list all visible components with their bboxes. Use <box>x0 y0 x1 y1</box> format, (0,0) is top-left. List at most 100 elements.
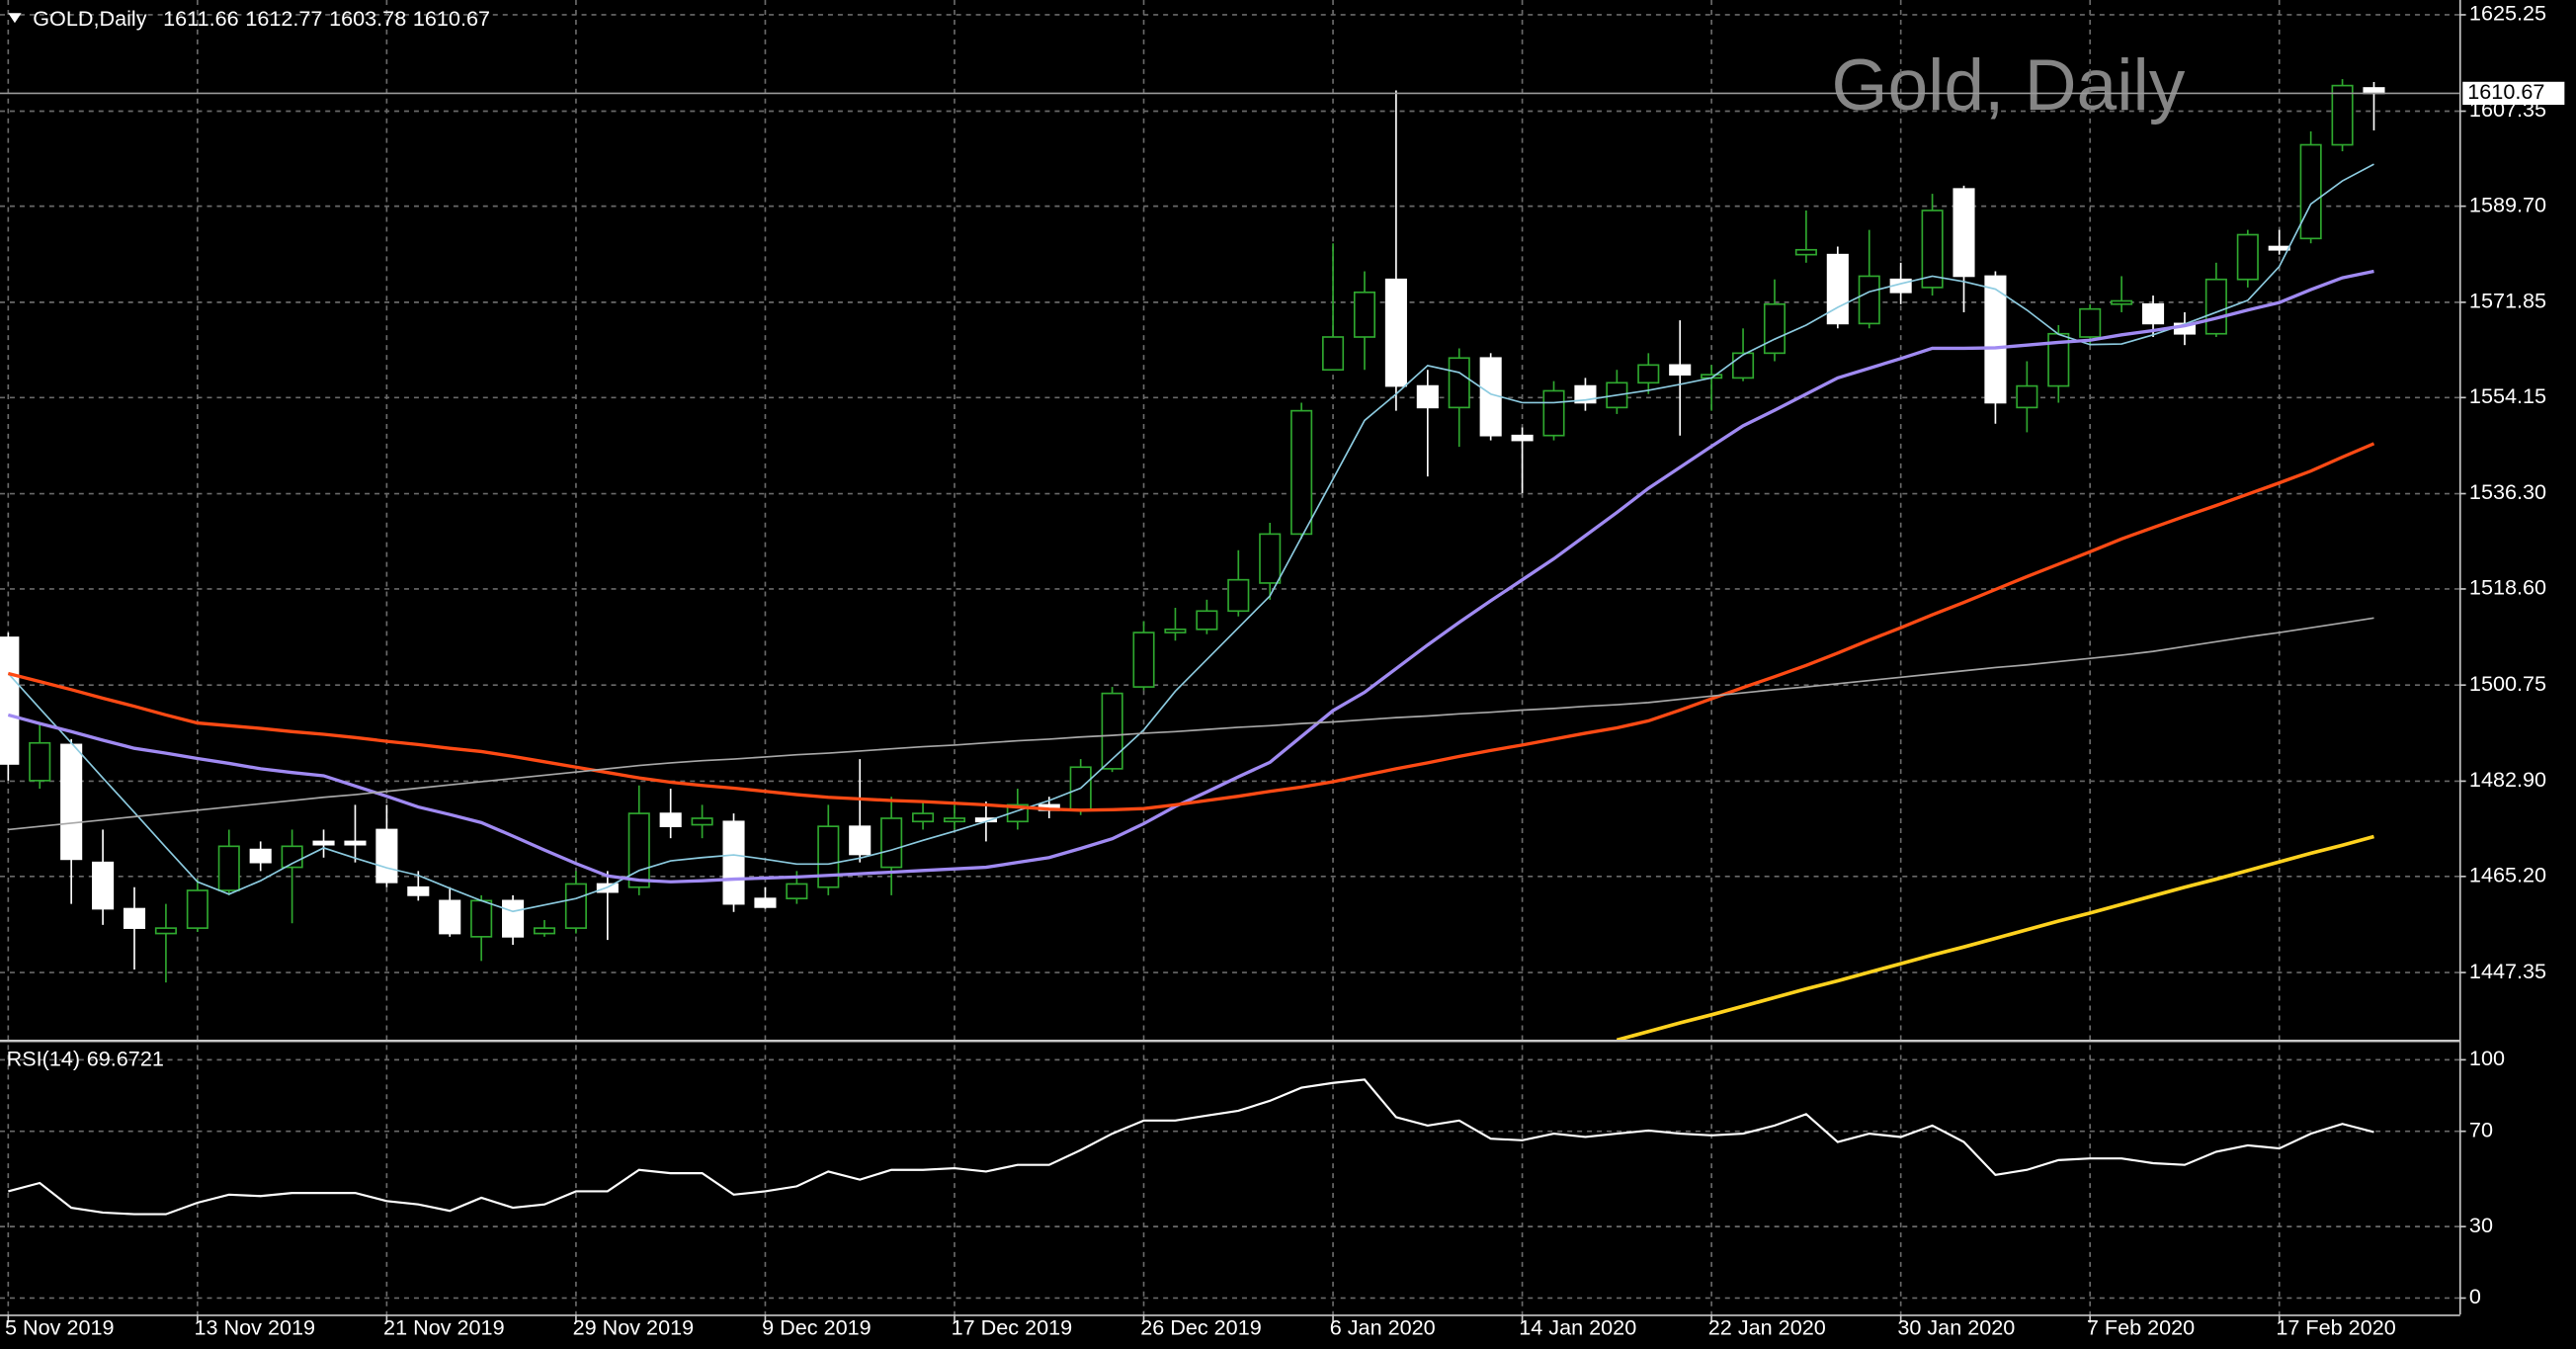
candle-body-down <box>1826 253 1849 325</box>
rsi-panel <box>8 1078 2374 1216</box>
x-tick-label: 22 Jan 2020 <box>1708 1315 1826 1340</box>
y-tick-label: 1554.15 <box>2469 383 2546 408</box>
candle-body-down <box>2268 245 2290 251</box>
candle-body-up <box>2204 278 2227 335</box>
candle-body-down <box>312 840 335 846</box>
last-open: 1611.66 <box>163 6 239 31</box>
candle-body-up <box>1164 628 1187 633</box>
y-tick-label: 1465.20 <box>2469 863 2546 887</box>
candle-body-down <box>0 636 20 765</box>
last-high: 1612.77 <box>245 6 322 31</box>
candle-body-down <box>1511 434 1534 442</box>
y-tick-label: 1518.60 <box>2469 575 2546 600</box>
candle-body-down <box>375 828 398 884</box>
candle-body-down <box>92 861 115 910</box>
candle-body-up <box>2079 307 2102 338</box>
candle-body-up <box>1858 275 1880 325</box>
x-tick-label: 21 Nov 2019 <box>383 1315 505 1340</box>
candle-body-down <box>123 907 146 929</box>
moving-average-line <box>7 442 2375 812</box>
rsi-last-value: 69.6721 <box>87 1046 164 1070</box>
candle-body-up <box>1353 291 1376 338</box>
last-low: 1603.78 <box>329 6 406 31</box>
candle-body-up <box>2299 143 2322 240</box>
candle-body-up <box>2236 233 2259 281</box>
rsi-line <box>8 1078 2374 1216</box>
candle-body-up <box>627 812 650 888</box>
candle-body-up <box>1132 632 1155 688</box>
candle-body-up <box>29 741 51 782</box>
y-tick-label: 70 <box>2469 1117 2493 1141</box>
candle-body-down <box>1953 188 1975 278</box>
x-tick-label: 6 Jan 2020 <box>1330 1315 1436 1340</box>
y-tick-label: 30 <box>2469 1213 2493 1237</box>
candle-body-up <box>1637 364 1660 384</box>
y-tick-label: 1447.35 <box>2469 959 2546 983</box>
candle-body-up <box>2016 384 2038 409</box>
watermark-title: Gold, Daily <box>1832 44 2186 126</box>
candle-body-up <box>186 889 208 929</box>
candle-body-up <box>281 845 303 869</box>
moving-average-line <box>8 617 2374 831</box>
candle-body-up <box>786 883 808 899</box>
candle-body-up <box>817 825 840 888</box>
rsi-header: RSI(14) 69.6721 <box>7 1046 164 1070</box>
candle-body-up <box>1227 578 1250 613</box>
y-tick-label: 1536.30 <box>2469 479 2546 504</box>
candle-body-up <box>691 817 713 826</box>
axes: 5 Nov 2019 13 Nov 2019 21 Nov 2019 29 Nov 2… <box>5 1 2565 1340</box>
y-tick-label: 1625.25 <box>2469 1 2546 26</box>
header-marker <box>8 13 22 24</box>
candle-body-down <box>502 899 525 938</box>
candle-body-down <box>439 899 461 935</box>
candle-body-down <box>60 743 83 861</box>
symbol: GOLD,Daily <box>33 6 146 31</box>
rsi-title: RSI(14) <box>7 1046 80 1070</box>
chart-header: GOLD,Daily 1611.66 1612.77 1603.78 1610.67 <box>33 6 490 31</box>
moving-average-line <box>7 163 2374 913</box>
last-price-box <box>2462 81 2565 106</box>
candle-body-down <box>849 825 872 856</box>
x-tick-label: 5 Nov 2019 <box>5 1315 115 1340</box>
x-tick-label: 13 Nov 2019 <box>195 1315 316 1340</box>
y-tick-label: 100 <box>2469 1046 2505 1070</box>
candle-body-up <box>2331 84 2354 146</box>
x-tick-label: 30 Jan 2020 <box>1897 1315 2015 1340</box>
x-tick-label: 7 Feb 2020 <box>2087 1315 2195 1340</box>
candle-body-up <box>880 817 903 869</box>
candle-body-down <box>1416 384 1439 409</box>
x-tick-label: 26 Dec 2019 <box>1140 1315 1262 1340</box>
candle-body-up <box>1101 692 1123 770</box>
candle-body-down <box>659 812 682 828</box>
candle-body-down <box>722 820 745 905</box>
candle-body-up <box>1794 248 1817 256</box>
last-close: 1610.67 <box>413 6 490 31</box>
candle-body-up <box>217 845 240 891</box>
x-tick-label: 17 Dec 2019 <box>952 1315 1073 1340</box>
candle-body-up <box>1448 357 1470 409</box>
candle-body-up <box>1732 352 1755 379</box>
y-tick-label: 1571.85 <box>2469 289 2546 313</box>
y-tick-label: 0 <box>2469 1284 2481 1308</box>
candle-body-down <box>2141 302 2165 325</box>
y-tick-label: 1482.90 <box>2469 767 2546 792</box>
candle-body-down <box>1669 364 1692 376</box>
y-tick-label: 1500.75 <box>2469 671 2546 696</box>
grid <box>0 0 2459 1315</box>
candle-body-down <box>344 840 367 846</box>
candle-body-up <box>1542 389 1565 437</box>
x-tick-label: 14 Jan 2020 <box>1519 1315 1636 1340</box>
candle-body-up <box>564 883 587 929</box>
candle-body-up <box>1290 409 1313 536</box>
last-price-label: 1610.67 <box>2467 79 2544 104</box>
candle-body-down <box>1984 275 2007 404</box>
candle-body-up <box>912 812 935 823</box>
candle-body-down <box>407 885 430 896</box>
candle-body-down <box>754 897 777 908</box>
x-tick-label: 9 Dec 2019 <box>762 1315 872 1340</box>
moving-average-line <box>1616 834 2374 1041</box>
candle-body-up <box>1322 336 1345 372</box>
candle-body-up <box>533 927 556 935</box>
